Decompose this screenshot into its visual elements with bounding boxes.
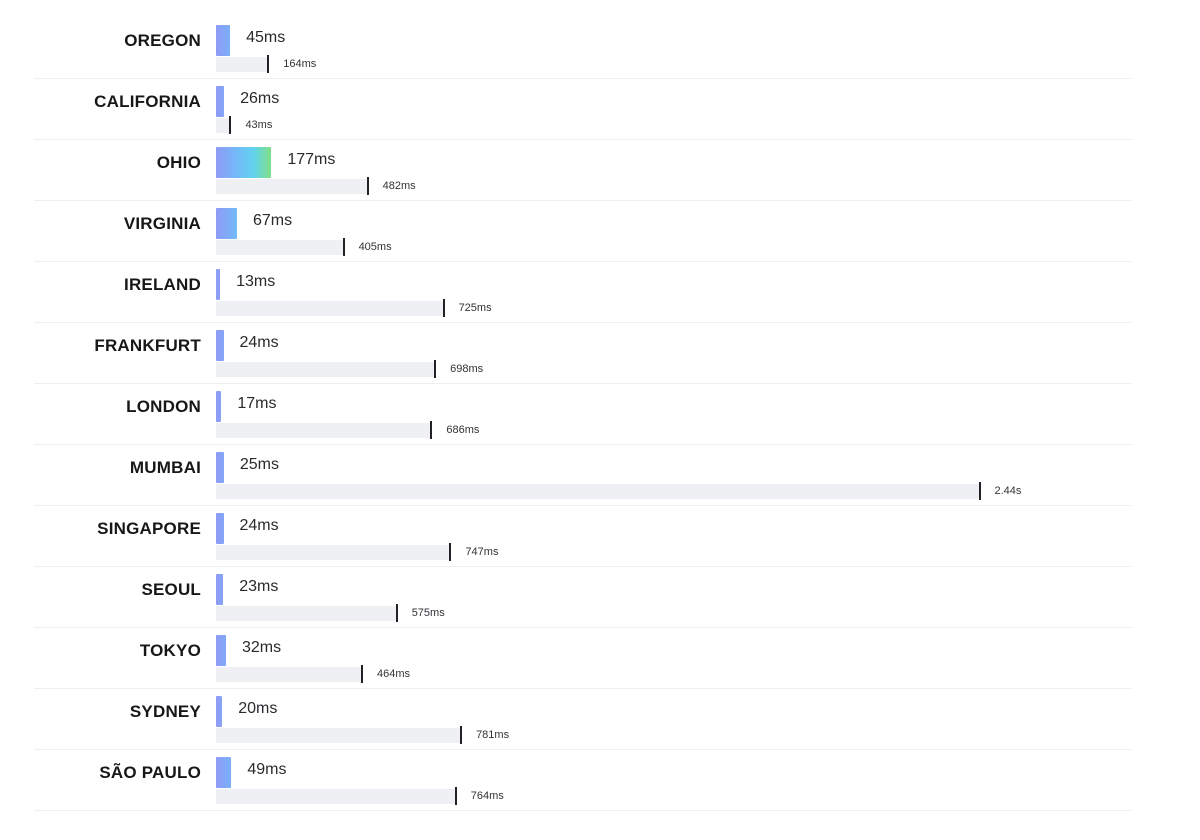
ttfb-bar (216, 635, 226, 666)
ttfb-bar (216, 391, 222, 422)
region-label: LONDON (126, 397, 201, 416)
ttfb-value-label: 67ms (252, 212, 293, 229)
total-time-marker (454, 787, 457, 805)
region-label: SYDNEY (129, 702, 201, 721)
ttfb-value-label: 24ms (239, 334, 279, 351)
region-row: SINGAPORE 24ms 747ms (34, 505, 1132, 567)
region-row: VIRGINIA 67ms 405ms (34, 200, 1132, 262)
ttfb-bar (216, 574, 224, 605)
total-time-marker (449, 543, 452, 561)
total-time-bar (216, 179, 367, 194)
region-row: OREGON 45ms 164ms (34, 17, 1132, 79)
total-time-marker (395, 604, 398, 622)
region-label: MUMBAI (129, 458, 201, 477)
total-value-label: 464ms (377, 668, 411, 680)
ttfb-value-label: 13ms (236, 273, 276, 290)
total-value-label: 764ms (470, 790, 504, 802)
ttfb-value-label: 23ms (239, 578, 279, 595)
total-time-bar (216, 240, 343, 255)
region-label: FRANKFURT (94, 336, 201, 355)
ttfb-value-label: 17ms (237, 395, 277, 412)
total-time-marker (442, 299, 445, 317)
total-time-bar (216, 545, 450, 560)
region-row: SÃO PAULO 49ms 764ms (34, 749, 1132, 811)
total-value-label: 747ms (465, 546, 499, 558)
total-time-bar (216, 57, 268, 72)
region-label: TOKYO (139, 641, 201, 660)
ttfb-value-label: 20ms (238, 700, 278, 717)
region-label: SINGAPORE (97, 519, 201, 538)
total-time-bar (216, 667, 361, 682)
total-time-bar (216, 362, 435, 377)
region-label: SEOUL (141, 580, 201, 599)
ttfb-bar (216, 25, 231, 56)
total-time-marker (342, 238, 345, 256)
region-row: LONDON 17ms 686ms (34, 383, 1132, 445)
ttfb-value-label: 49ms (247, 761, 287, 778)
region-label: CALIFORNIA (94, 92, 201, 111)
ttfb-bar (216, 208, 237, 239)
region-row: SEOUL 23ms 575ms (34, 566, 1132, 628)
region-label: SÃO PAULO (99, 763, 201, 782)
region-label: IRELAND (124, 275, 201, 294)
ttfb-bar (216, 452, 224, 483)
total-time-marker (366, 177, 369, 195)
total-time-marker (430, 421, 433, 439)
region-row: MUMBAI 25ms 2.44s (34, 444, 1132, 506)
region-row: OHIO 177ms 482ms (34, 139, 1132, 201)
region-row: CALIFORNIA 26ms 43ms (34, 78, 1132, 140)
total-value-label: 43ms (245, 119, 273, 131)
ttfb-value-label: 45ms (246, 29, 286, 46)
total-value-label: 698ms (450, 363, 484, 375)
total-time-marker (978, 482, 981, 500)
ttfb-bar (216, 513, 224, 544)
ttfb-bar (216, 330, 224, 361)
ttfb-bar (216, 147, 272, 178)
total-time-marker (267, 55, 270, 73)
total-value-label: 725ms (458, 302, 492, 314)
region-row: TOKYO 32ms 464ms (34, 627, 1132, 689)
total-time-bar (216, 789, 455, 804)
total-value-label: 2.44s (994, 485, 1022, 497)
ttfb-bar (216, 757, 232, 788)
region-label: VIRGINIA (123, 214, 201, 233)
region-label: OHIO (156, 153, 201, 172)
ttfb-bar (216, 696, 223, 727)
region-row: FRANKFURT 24ms 698ms (34, 322, 1132, 384)
total-value-label: 686ms (446, 424, 480, 436)
total-time-marker (434, 360, 437, 378)
total-time-bar (216, 118, 230, 133)
total-time-bar (216, 423, 431, 438)
total-time-marker (460, 726, 463, 744)
ttfb-value-label: 177ms (287, 151, 336, 168)
total-time-bar (216, 301, 443, 316)
ttfb-bar (216, 86, 225, 117)
ttfb-value-label: 26ms (240, 90, 280, 107)
ttfb-value-label: 25ms (239, 456, 279, 473)
total-time-bar (216, 484, 979, 499)
total-time-marker (229, 116, 232, 134)
ttfb-bar (216, 269, 221, 300)
region-label: OREGON (124, 31, 201, 50)
total-time-bar (216, 606, 396, 621)
ttfb-value-label: 24ms (239, 517, 279, 534)
total-value-label: 575ms (411, 607, 445, 619)
total-time-bar (216, 728, 461, 743)
total-value-label: 781ms (476, 729, 510, 741)
region-row: SYDNEY 20ms 781ms (34, 688, 1132, 750)
total-time-marker (361, 665, 363, 683)
region-row: IRELAND 13ms 725ms (34, 261, 1132, 323)
ttfb-value-label: 32ms (242, 639, 282, 656)
total-value-label: 405ms (358, 241, 392, 253)
total-value-label: 482ms (382, 180, 416, 192)
total-value-label: 164ms (283, 58, 317, 70)
